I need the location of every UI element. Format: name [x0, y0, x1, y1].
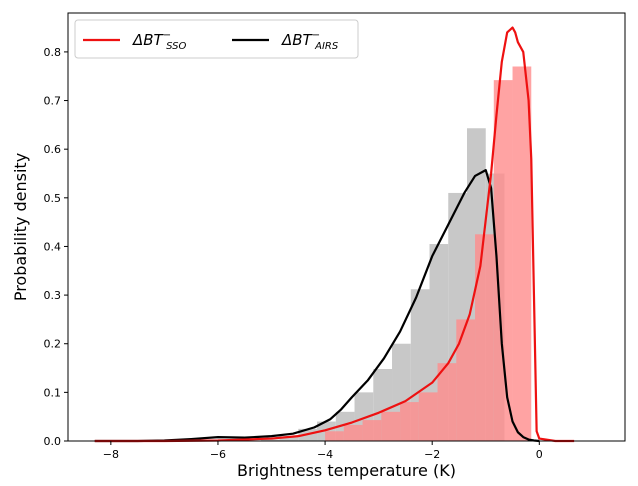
y-axis-title: Probability density	[11, 153, 30, 301]
x-axis-title: Brightness temperature (K)	[237, 461, 456, 480]
hist-bar-airs	[279, 436, 299, 441]
density-line-sso	[94, 26, 575, 443]
hist-bar-sso	[343, 424, 363, 441]
y-tick-label: 0.2	[44, 338, 62, 351]
x-tick-label: −8	[103, 448, 119, 461]
y-tick-label: 0.3	[44, 289, 62, 302]
hist-bar-sso	[362, 420, 382, 441]
hist-bar-sso	[437, 363, 457, 441]
hist-bar-sso	[475, 234, 494, 441]
x-tick-label: −2	[424, 448, 440, 461]
hist-bar-sso	[456, 319, 476, 441]
x-tick-label: 0	[536, 448, 543, 461]
hist-bar-airs	[260, 439, 280, 441]
legend-box	[74, 19, 359, 59]
density-curve-layer	[94, 26, 575, 443]
y-tick-label: 0.7	[44, 95, 62, 108]
histogram-layer	[260, 66, 532, 442]
hist-bar-sso	[418, 392, 438, 441]
legend-label-airs: ΔBT− AIRS	[281, 30, 339, 52]
hist-bar-sso	[325, 431, 344, 441]
legend: ΔBT− SSO ΔBT− AIRS	[74, 19, 359, 59]
y-tick-label: 0.4	[44, 240, 62, 253]
hist-bar-sso	[512, 66, 532, 441]
legend-label-sso: ΔBT− SSO	[132, 30, 186, 52]
hist-bar-sso	[381, 411, 401, 441]
hist-bar-sso	[400, 402, 419, 441]
y-tick-label: 0.5	[44, 192, 62, 205]
x-tick-label: −6	[210, 448, 226, 461]
y-axis-ticks: 0.0 0.1 0.2 0.3 0.4 0.5 0.6 0.7 0.8	[44, 46, 68, 448]
x-tick-label: −4	[317, 448, 333, 461]
y-tick-label: 0.8	[44, 46, 62, 59]
y-tick-label: 0.1	[44, 386, 62, 399]
x-axis-ticks: −8 −6 −4 −2 0	[103, 441, 543, 461]
y-tick-label: 0.0	[44, 435, 62, 448]
hist-bar-sso	[493, 80, 513, 442]
density-line-airs	[94, 169, 540, 443]
plot-frame	[67, 12, 626, 442]
y-tick-label: 0.6	[44, 143, 62, 156]
